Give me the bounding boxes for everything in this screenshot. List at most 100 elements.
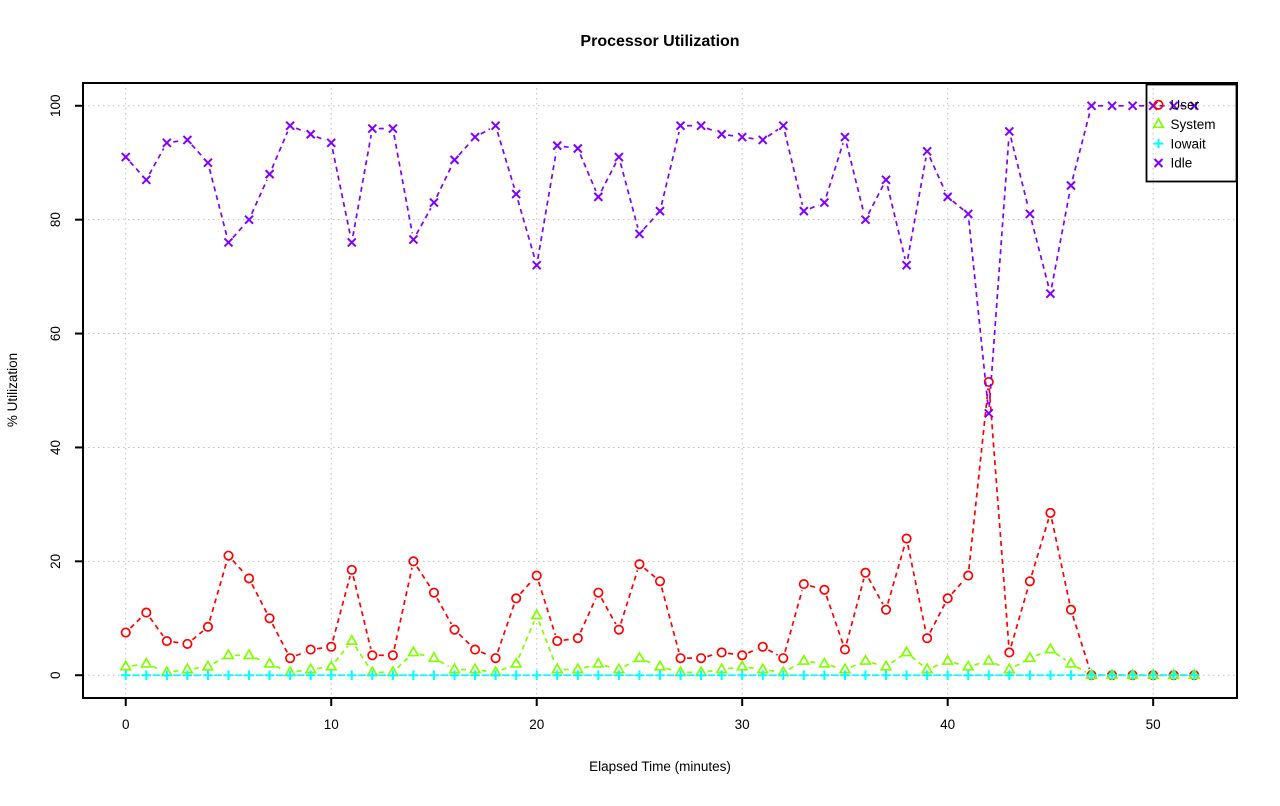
series-idle-line [1071,111,1091,180]
series-iowait-marker [655,670,665,681]
series-user-line [768,649,779,656]
series-iowait-marker [1107,670,1117,681]
legend-label-idle: Idle [1171,156,1193,171]
series-system-line [994,662,1004,668]
legend-marker-system [1152,117,1165,129]
series-iowait-marker [634,670,645,681]
legend-marker-user [1153,99,1164,110]
series-idle-line [929,156,946,192]
series-iowait-marker [1168,670,1179,681]
series-user-marker [696,653,707,664]
series-iowait-marker [490,670,501,681]
series-idle-marker [203,158,213,168]
series-user-line [563,638,572,642]
series-system-line [501,665,511,671]
series-idle-marker [881,175,891,185]
series-iowait-marker [1066,670,1076,681]
series-iowait-marker [1127,670,1138,681]
y-tick-label: 100 [48,95,63,118]
series-user-line [951,579,965,595]
series-system-marker [201,659,215,671]
series-user-line [480,651,490,657]
series-idle-line [706,127,716,133]
series-idle-line [809,204,819,210]
series-idle-marker [388,123,398,134]
series-user-line [845,578,865,644]
series-system-marker [900,645,913,657]
series-system-line [354,646,370,668]
series-iowait-marker [244,670,254,681]
series-system-line [538,621,556,664]
series-user-marker [161,636,172,647]
series-idle-marker [799,206,809,216]
series-user-line [436,597,453,625]
series-idle [121,101,1199,418]
series-iowait-marker [573,670,583,681]
x-tick-label: 50 [1146,717,1161,732]
series-user-line [129,616,143,629]
series-system-line [296,669,305,673]
series-system-marker [633,651,646,663]
series-iowait-marker [408,670,419,681]
x-tick-label: 10 [324,717,339,732]
series-iowait-marker [182,670,193,681]
series-idle-marker [223,237,234,248]
series-idle-line [393,134,414,234]
series-system-line [151,665,162,671]
plot-border [82,82,1238,699]
series-system-marker [961,659,975,671]
series-user-line [295,651,306,657]
series-user-marker [778,653,789,664]
series-system-line [707,669,716,673]
series-system-marker [653,659,667,671]
legend-marker-iowait [1153,138,1164,149]
series-idle-marker [1169,101,1179,111]
series-user-line [393,567,413,650]
series-idle-marker [1086,101,1097,111]
series-user-marker [1004,647,1015,658]
series-user-line [208,561,228,621]
y-axis-label: % Utilization [5,353,20,427]
series-iowait-marker [285,670,295,681]
series-user-marker [408,556,419,567]
series-system-marker [530,608,543,620]
series-user-marker [305,644,316,655]
series-user-line [352,575,372,650]
series-idle-marker [1066,180,1076,191]
series-user-marker [922,633,933,644]
series-user-marker [880,604,892,615]
series-user-line [660,587,680,653]
series-user-line [537,581,557,636]
series-user-marker [839,644,850,655]
series-user-marker [737,650,748,661]
series-idle-line [436,165,453,198]
series-idle-marker [778,121,788,131]
series-user-line [968,388,989,570]
series-idle-line [1030,220,1050,288]
series-idle-line [232,223,246,239]
series-idle-line [845,143,865,214]
series-iowait-marker [388,670,398,681]
series-user-marker [490,653,501,664]
axis-layer: 0 10 20 30 40 50 0 20 40 60 80 100 [48,82,1238,732]
series-user-marker [202,621,213,632]
series-user-marker [613,624,624,635]
series-system-line [666,667,675,672]
series-idle-marker [984,408,994,418]
series-user-marker [346,564,357,575]
series-system-marker [427,651,441,663]
series-idle-line [619,163,639,228]
series-user-marker [798,579,809,590]
series-system-marker [859,653,872,665]
series-idle-line [316,135,326,142]
series-system-line [871,661,880,666]
series-user-line [232,559,246,575]
series-system-marker [735,659,749,671]
series-user-marker [326,641,337,652]
series-idle-line [191,144,205,159]
x-tick-label: 0 [122,717,130,732]
series-idle-marker [326,138,336,148]
series-idle-line [148,148,165,175]
series-iowait-marker [141,670,152,681]
series-iowait-marker [716,670,727,681]
